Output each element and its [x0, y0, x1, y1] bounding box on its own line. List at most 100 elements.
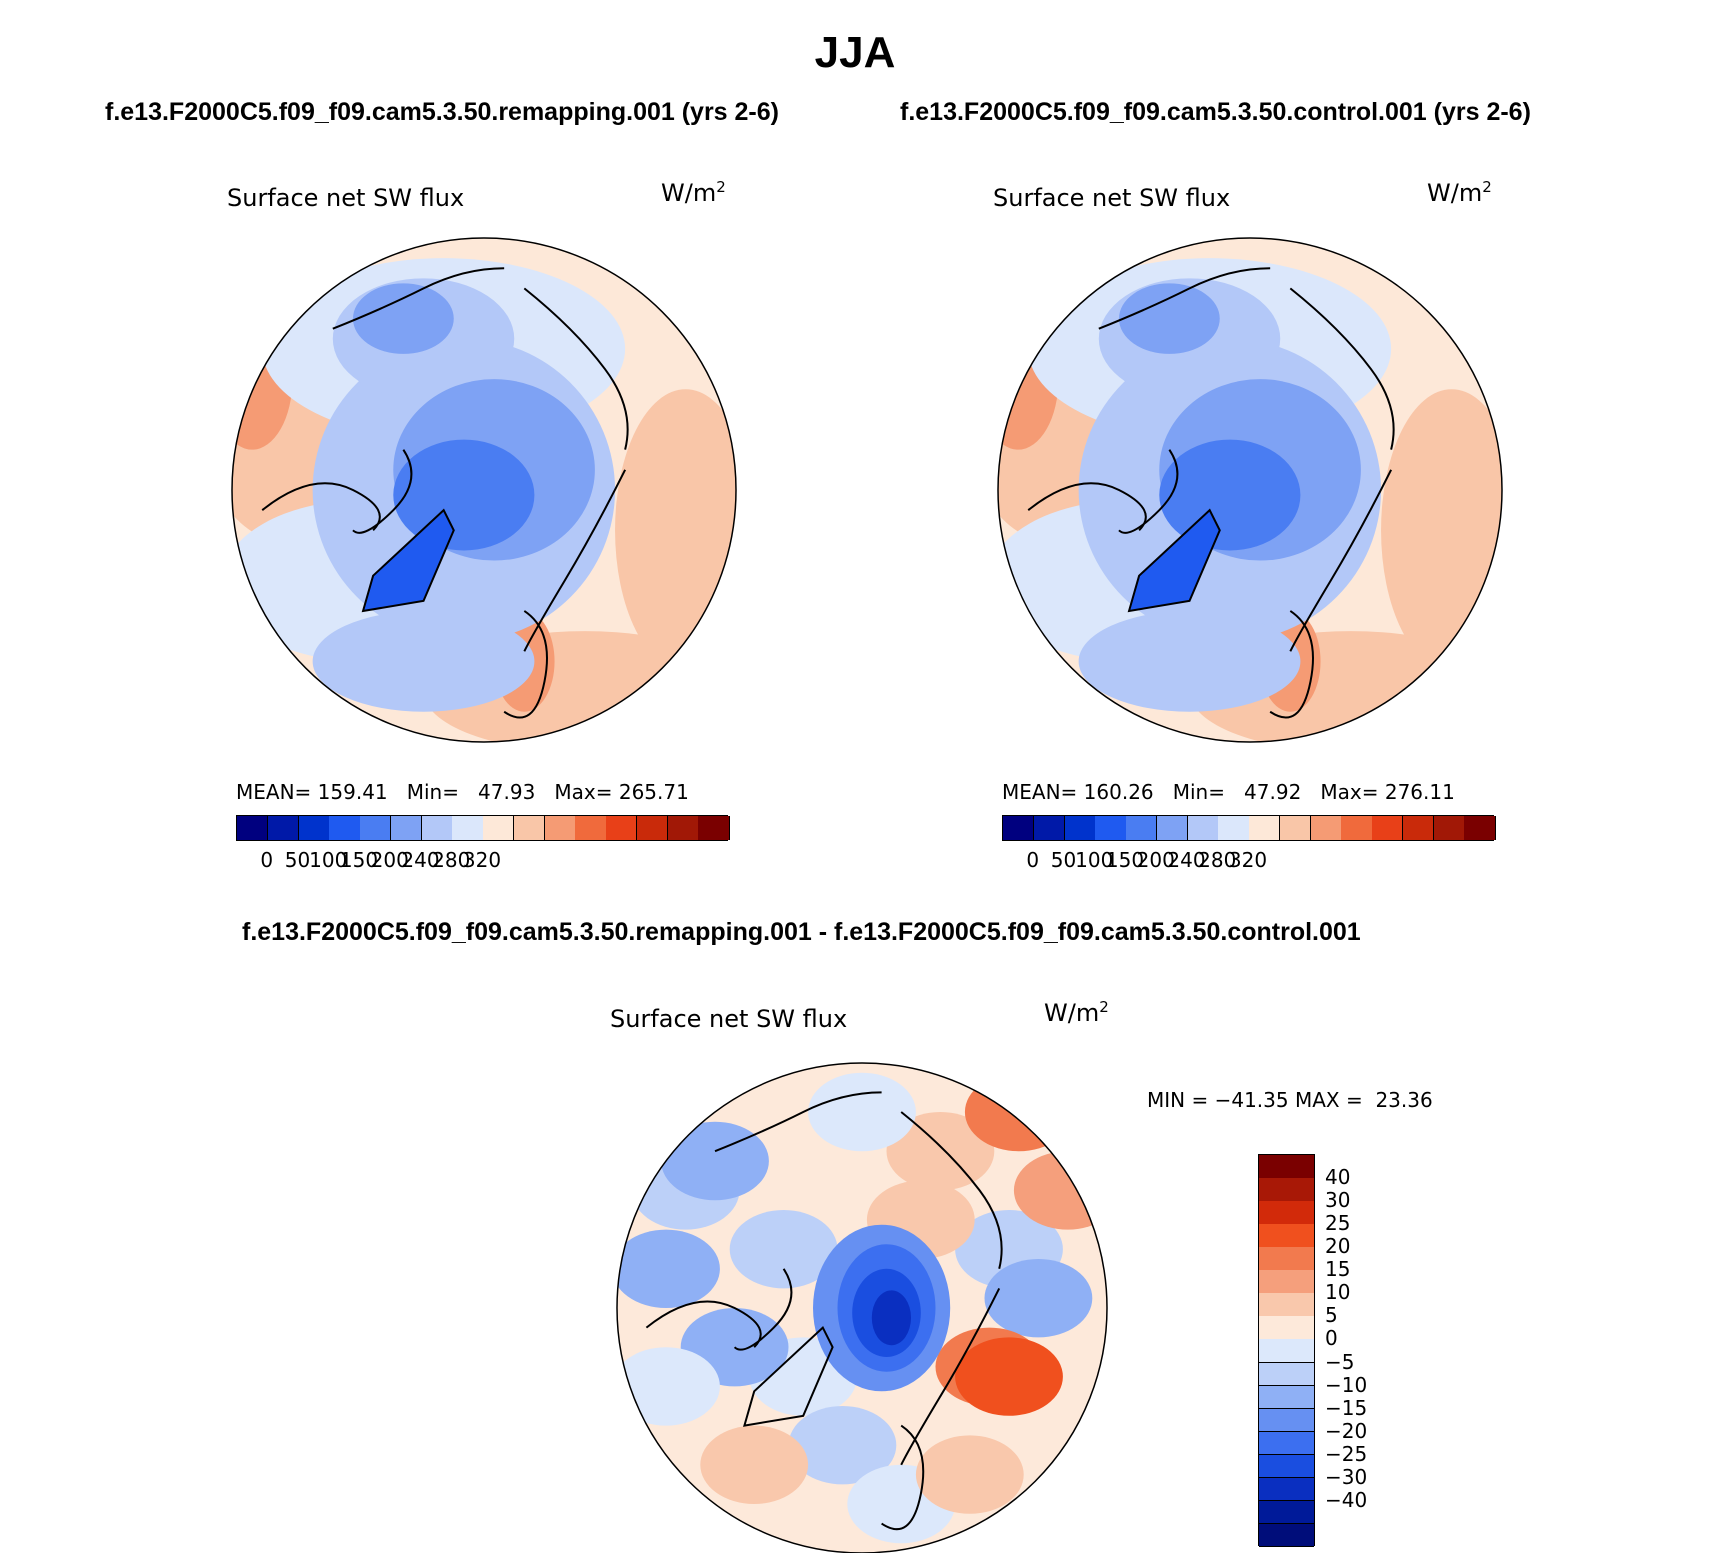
field-contour-region — [984, 1259, 1093, 1338]
coastline — [1127, 508, 1221, 613]
colorbar-swatch — [1033, 816, 1065, 840]
colorbar-tick-label: −30 — [1325, 1464, 1368, 1489]
colorbar-tick-label: 100 — [309, 848, 348, 872]
coastline — [523, 469, 627, 652]
field-contour-region — [915, 1435, 1024, 1514]
colorbar-swatch — [1341, 816, 1373, 840]
colorbar-swatch — [544, 816, 576, 840]
field-contour-region — [393, 439, 535, 551]
coastline — [881, 1424, 925, 1531]
colorbar-swatch — [513, 816, 545, 840]
colorbar-tick-label: −5 — [1325, 1349, 1355, 1374]
colorbar-tick-label: 5 — [1325, 1303, 1338, 1328]
colorbar-tick-label: −15 — [1325, 1395, 1368, 1420]
coastline — [1289, 469, 1393, 652]
field-contour-region — [1381, 389, 1502, 672]
field-contour-region — [955, 1337, 1063, 1416]
colorbar-tick-label: 50 — [1050, 848, 1077, 872]
colorbar-swatch — [1126, 816, 1158, 840]
coastline — [743, 1325, 834, 1427]
polar-map-field — [998, 238, 1502, 742]
colorbar-tick-label: 240 — [401, 848, 440, 872]
greenland-region — [363, 510, 454, 611]
case-a-title: f.e13.F2000C5.f09_f09.cam5.3.50.remappin… — [105, 98, 779, 126]
colorbar-tick-label: 240 — [1167, 848, 1206, 872]
colorbar-swatch — [1259, 1431, 1314, 1456]
colorbar-tick-label: 200 — [1136, 848, 1175, 872]
colorbar-swatch — [298, 816, 330, 840]
coastline — [900, 1111, 1003, 1270]
colorbar-swatch — [1259, 1316, 1314, 1340]
colorbar-swatch — [1064, 816, 1096, 840]
colorbar-swatch — [360, 816, 392, 840]
field-contour-region — [788, 1406, 897, 1485]
colorbar-swatch — [1259, 1224, 1314, 1248]
coastline — [503, 610, 548, 719]
colorbar-tick-label: 320 — [1228, 848, 1268, 872]
coastline — [523, 287, 629, 450]
colorbar-swatch — [1259, 1270, 1314, 1294]
colorbar-tick-label: 100 — [1075, 848, 1114, 872]
diff-units: W/m2 — [1044, 998, 1109, 1027]
colorbar-tick-label: −40 — [1325, 1487, 1368, 1512]
colorbar-panel-b-ticks: 0 50 100 150 200 240 280 320 — [0, 848, 1710, 874]
colorbar-swatch — [452, 816, 484, 840]
field-contour-region — [964, 1072, 1073, 1152]
colorbar-tick-label: 0 — [260, 848, 274, 872]
panel-a-units: W/m2 — [661, 178, 726, 207]
colorbar-swatch — [575, 816, 607, 840]
coastline — [361, 508, 455, 613]
colorbar-tick-label: 15 — [1325, 1257, 1351, 1282]
panel-a-variable: Surface net SW flux — [227, 184, 465, 212]
colorbar-tick-label: 320 — [462, 848, 502, 872]
diff-title: f.e13.F2000C5.f09_f09.cam5.3.50.remappin… — [242, 918, 1361, 946]
panel-b-variable: Surface net SW flux — [993, 184, 1231, 212]
colorbar-tick-label: 30 — [1325, 1188, 1351, 1213]
map-border — [616, 1062, 1108, 1553]
coastline — [733, 1268, 793, 1351]
colorbar-tick-label: 280 — [1198, 848, 1237, 872]
colorbar-tick-label: 20 — [1325, 1234, 1351, 1259]
coastline — [1118, 449, 1179, 534]
colorbar-swatch — [1259, 1155, 1314, 1179]
colorbar-tick-label: 10 — [1325, 1280, 1351, 1305]
coastline — [645, 1300, 762, 1348]
colorbar-swatch — [1259, 1500, 1314, 1525]
colorbar-swatch — [1249, 816, 1281, 840]
colorbar-swatch — [1464, 816, 1496, 840]
colorbar-tick-label: 0 — [1026, 848, 1040, 872]
panel-b-units: W/m2 — [1427, 178, 1492, 207]
colorbar-diff-ticks: 40 30 25 20 15 10 5 0 −5 −10 −15 −20 −25 −30 −40 — [1325, 1154, 1405, 1546]
case-b-title: f.e13.F2000C5.f09_f09.cam5.3.50.control.… — [900, 98, 1531, 126]
colorbar-tick-label: −25 — [1325, 1441, 1368, 1466]
colorbar-swatch — [1279, 816, 1311, 840]
figure-title: JJA — [814, 28, 896, 77]
field-contour-region — [1013, 1151, 1107, 1230]
colorbar-swatch — [1156, 816, 1188, 840]
panel-a-stats: MEAN= 159.41 Min= 47.93 Max= 265.71 — [236, 780, 689, 804]
colorbar-tick-label: 40 — [1325, 1165, 1351, 1190]
coastline — [332, 267, 505, 330]
field-contour-region — [729, 1210, 838, 1289]
colorbar-panel-a — [236, 815, 730, 841]
colorbar-swatch — [1259, 1339, 1314, 1364]
colorbar-swatch — [1259, 1362, 1314, 1387]
field-contour-region — [871, 1290, 912, 1346]
field-contour-region — [808, 1072, 916, 1152]
panel-b-stats: MEAN= 160.26 Min= 47.92 Max= 276.11 — [1002, 780, 1455, 804]
field-contour-region — [617, 1229, 720, 1309]
colorbar-swatch — [1095, 816, 1127, 840]
colorbar-swatch — [1187, 816, 1219, 840]
coastline — [714, 1091, 882, 1153]
colorbar-swatch — [1372, 816, 1404, 840]
colorbar-diff — [1258, 1154, 1315, 1548]
colorbar-swatch — [606, 816, 638, 840]
colorbar-tick-label: 200 — [370, 848, 409, 872]
field-contour-region — [1159, 439, 1301, 551]
colorbar-panel-b — [1002, 815, 1496, 841]
colorbar-swatch — [636, 816, 668, 840]
coastline — [1027, 482, 1147, 532]
colorbar-swatch — [1310, 816, 1342, 840]
colorbar-swatch — [1259, 1477, 1314, 1502]
